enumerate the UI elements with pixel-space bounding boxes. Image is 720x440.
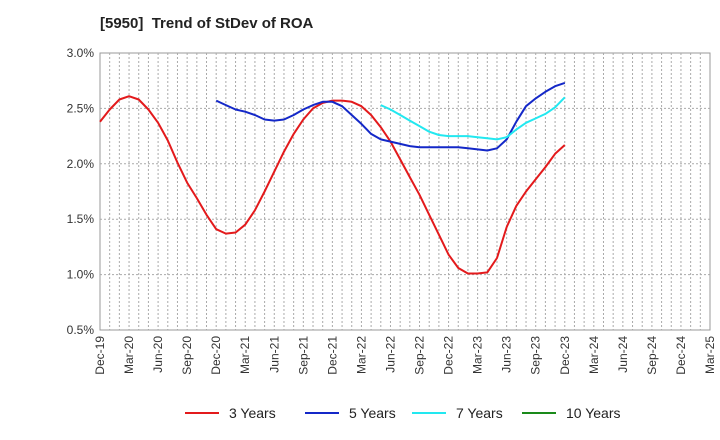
x-tick-label: Mar-20 <box>122 336 136 374</box>
series-line-3-years <box>99 95 566 275</box>
legend-swatch <box>305 412 339 414</box>
x-tick-label: Dec-22 <box>442 336 456 375</box>
x-tick-label: Mar-25 <box>703 336 717 374</box>
x-tick-label: Dec-21 <box>325 336 339 375</box>
legend-item: 10 Years <box>522 405 621 421</box>
x-tick-label: Sep-23 <box>529 336 543 375</box>
y-tick-label: 1.0% <box>67 268 95 282</box>
x-tick-label: Sep-22 <box>413 336 427 375</box>
legend-label: 5 Years <box>349 405 396 421</box>
y-tick-label: 3.0% <box>67 46 95 60</box>
x-tick-label: Mar-22 <box>354 336 368 374</box>
x-tick-label: Sep-24 <box>645 336 659 375</box>
x-tick-label: Dec-19 <box>93 336 107 375</box>
x-tick-label: Sep-21 <box>296 336 310 375</box>
x-tick-label: Mar-24 <box>587 336 601 374</box>
legend-item: 5 Years <box>305 405 396 421</box>
x-tick-label: Jun-22 <box>383 336 397 373</box>
x-tick-label: Jun-24 <box>616 336 630 373</box>
chart-title: [5950] Trend of StDev of ROA <box>100 15 314 32</box>
x-tick-label: Dec-24 <box>674 336 688 375</box>
axes: 0.5% 1.0% 1.5% 2.0% 2.5% 3.0% Dec-19 Mar-20 Jun-… <box>67 46 717 375</box>
legend: 3 Years 5 Years 7 Years 10 Years <box>0 405 720 427</box>
x-tick-label: Mar-23 <box>471 336 485 374</box>
y-tick-label: 1.5% <box>67 212 95 226</box>
x-tick-label: Dec-20 <box>209 336 223 375</box>
legend-swatch <box>185 412 219 414</box>
series-lines <box>99 81 566 275</box>
legend-label: 7 Years <box>456 405 503 421</box>
y-tick-label: 2.0% <box>67 157 95 171</box>
y-tick-label: 0.5% <box>67 323 95 337</box>
x-tick-label: Jun-23 <box>500 336 514 373</box>
legend-label: 10 Years <box>566 405 621 421</box>
x-tick-label: Mar-21 <box>238 336 252 374</box>
x-tick-label: Dec-23 <box>558 336 572 375</box>
x-tick-label: Jun-21 <box>267 336 281 373</box>
x-tick-label: Sep-20 <box>180 336 194 375</box>
legend-item: 3 Years <box>185 405 276 421</box>
plot-frame <box>99 52 711 331</box>
legend-swatch <box>412 412 446 414</box>
grid <box>99 52 711 331</box>
y-tick-label: 2.5% <box>67 101 95 115</box>
series-line-7-years <box>380 96 566 141</box>
series-line-5-years <box>215 81 566 152</box>
legend-item: 7 Years <box>412 405 503 421</box>
x-tick-label: Jun-20 <box>151 336 165 373</box>
legend-swatch <box>522 412 556 414</box>
legend-label: 3 Years <box>229 405 276 421</box>
